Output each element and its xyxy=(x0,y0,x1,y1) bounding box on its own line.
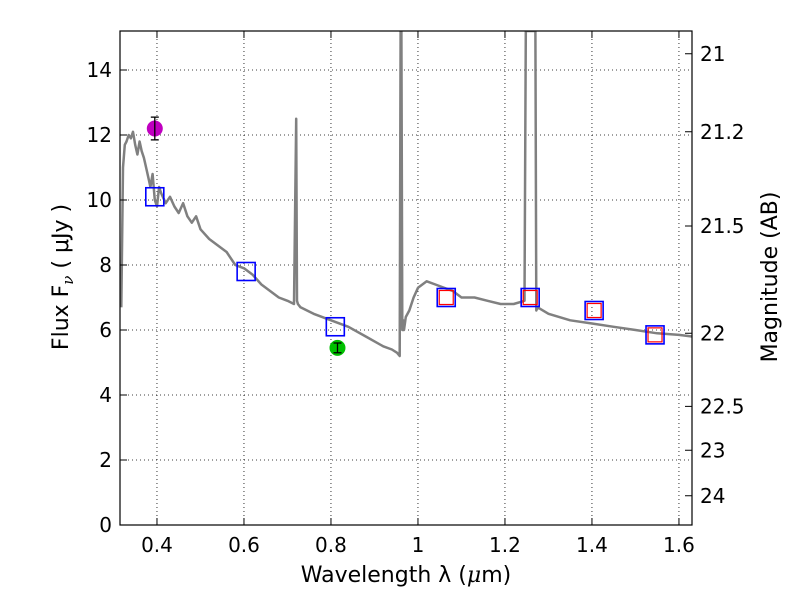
y-axis-label-prefix: Flux F xyxy=(49,285,74,350)
right-tick-label: 24 xyxy=(700,484,725,508)
spectrum-line xyxy=(120,31,692,358)
y-tick-label: 12 xyxy=(87,123,112,147)
x-tick-label: 1.4 xyxy=(576,533,608,557)
y-tick-label: 8 xyxy=(99,253,112,277)
blue-square-marker xyxy=(436,287,457,308)
y-axis-label-sub: ν xyxy=(59,276,77,285)
x-tick-label: 0.6 xyxy=(228,533,260,557)
tick-layer: 0.4 0.6 0.8 1 1.2 1.4 1.6024681012142121.221.5… xyxy=(87,31,745,557)
x-axis-label-prefix: Wavelength λ ( xyxy=(301,563,467,588)
red-square-marker xyxy=(647,327,663,343)
x-axis-label: Wavelength λ (μm) xyxy=(301,563,511,588)
x-tick-label: 0.8 xyxy=(315,533,347,557)
x-axis-label-suffix: m) xyxy=(481,563,511,588)
red-square-marker xyxy=(522,289,538,306)
x-tick-label: 1.2 xyxy=(489,533,521,557)
red-square-marker xyxy=(438,289,454,306)
right-axis-label: Magnitude (AB) xyxy=(758,192,783,363)
x-axis-label-mu: μ xyxy=(467,563,481,588)
right-tick-label: 21 xyxy=(700,42,725,66)
y-tick-label: 14 xyxy=(87,58,112,82)
right-tick-label: 22.5 xyxy=(700,394,745,418)
red-square-marker xyxy=(586,302,602,319)
right-tick-label: 21.2 xyxy=(700,120,745,144)
blue-square-marker xyxy=(236,261,256,282)
y-tick-label: 6 xyxy=(99,318,112,342)
y-axis-label: Flux Fν ( μJy ) xyxy=(49,204,77,350)
y-tick-label: 0 xyxy=(99,513,112,537)
x-tick-label: 1.6 xyxy=(663,533,695,557)
blue-square-marker xyxy=(325,316,346,337)
right-tick-label: 21.5 xyxy=(700,214,745,238)
marker-layer xyxy=(144,116,665,356)
blue-square-marker xyxy=(584,300,604,321)
y-tick-label: 2 xyxy=(99,448,112,472)
right-tick-label: 22 xyxy=(700,321,725,345)
y-axis-label-suffix: ( μJy ) xyxy=(49,204,74,276)
grid-layer xyxy=(120,31,692,526)
blue-square-marker xyxy=(144,186,165,207)
blue-square-marker xyxy=(520,287,540,308)
spectrum-layer xyxy=(120,31,692,358)
plot-frame xyxy=(119,30,693,526)
y-tick-label: 4 xyxy=(99,383,112,407)
x-tick-label: 0.4 xyxy=(141,533,173,557)
x-tick-label: 1 xyxy=(412,533,425,557)
y-tick-label: 10 xyxy=(87,188,112,212)
blue-square-marker xyxy=(645,325,665,345)
right-tick-label: 23 xyxy=(700,438,725,462)
